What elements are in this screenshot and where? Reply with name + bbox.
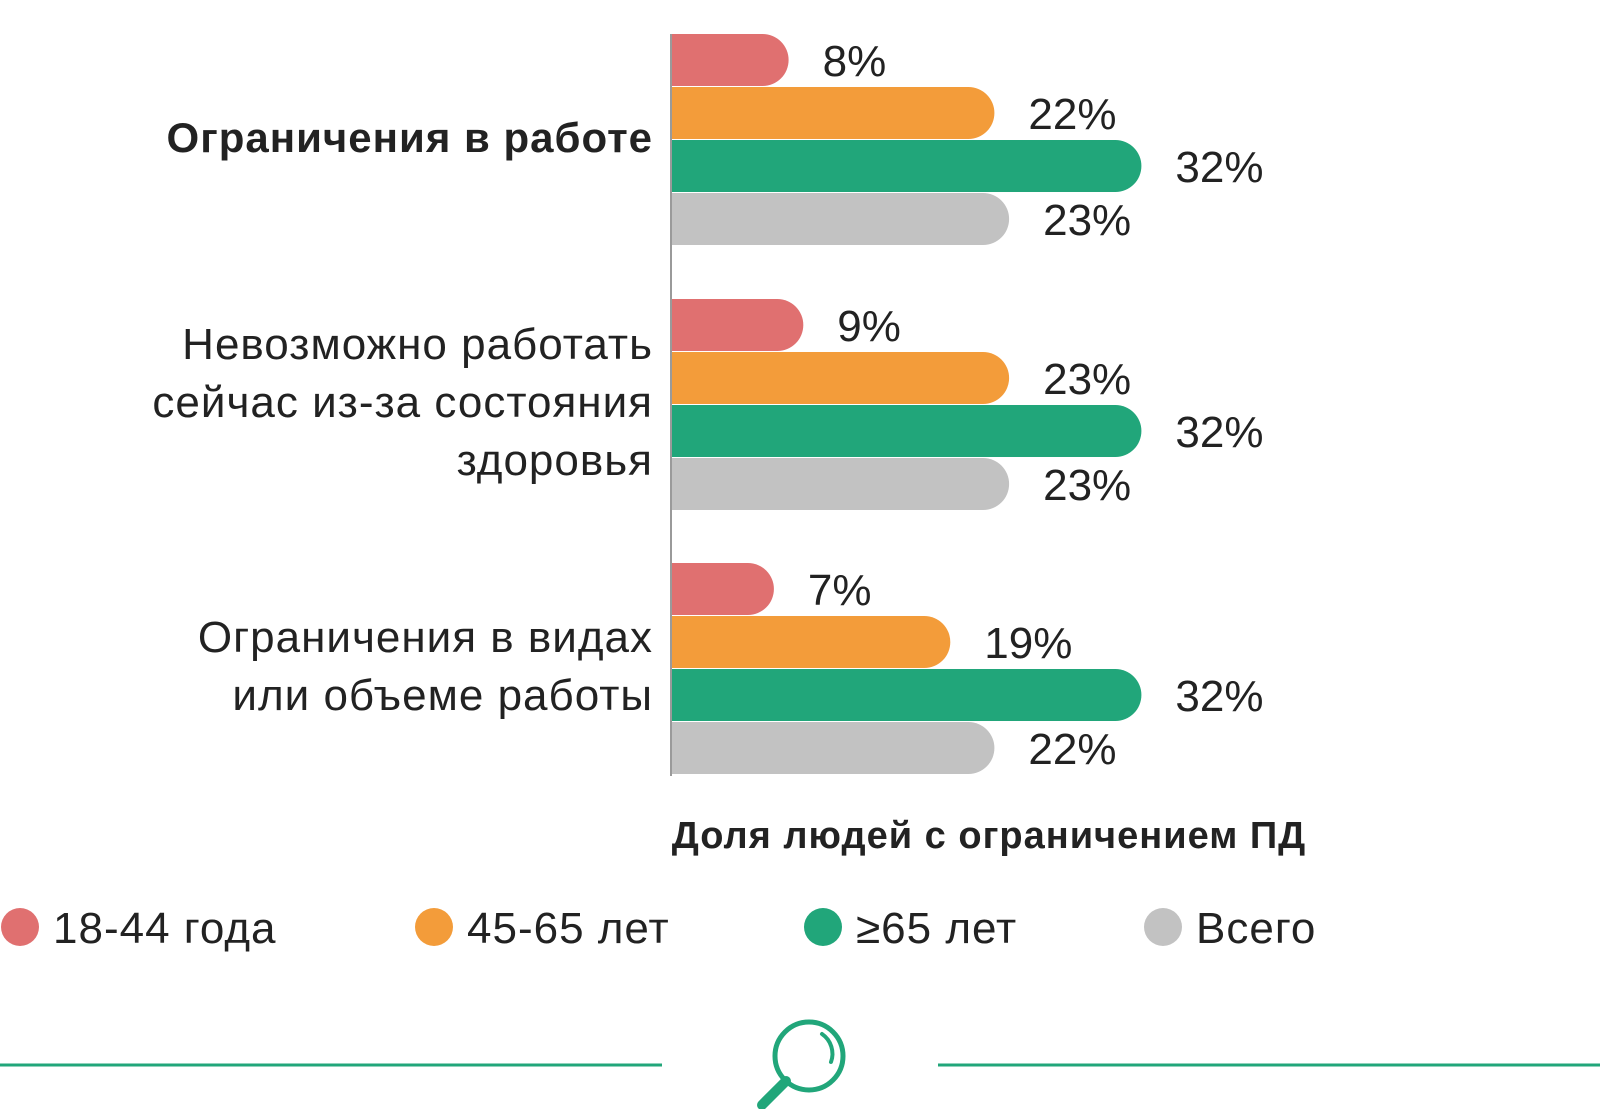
bar-0-3 <box>671 193 1010 245</box>
value-label-2-3: 22% <box>1028 725 1116 774</box>
category-labels: Ограничения в работе Невозможно работать с… <box>152 114 653 720</box>
bar-1-3 <box>671 458 1010 510</box>
value-label-1-3: 23% <box>1043 461 1131 510</box>
bar-0-2 <box>671 140 1142 192</box>
value-label-1-0: 9% <box>837 302 901 351</box>
value-label-0-2: 32% <box>1175 143 1263 192</box>
value-label-2-1: 19% <box>984 619 1072 668</box>
bar-1-0 <box>671 299 804 351</box>
legend-marker-2 <box>804 908 842 946</box>
value-label-1-2: 32% <box>1175 408 1263 457</box>
bar-1-1 <box>671 352 1010 404</box>
bar-2-3 <box>671 722 995 774</box>
bar-2-0 <box>671 563 774 615</box>
value-label-0-0: 8% <box>823 37 887 86</box>
category-label-2: Ограничения в видах или объеме работы <box>198 613 653 720</box>
legend-marker-3 <box>1144 908 1182 946</box>
legend-label-1: 45-65 лет <box>467 904 670 953</box>
value-label-0-1: 22% <box>1028 90 1116 139</box>
value-label-2-2: 32% <box>1175 672 1263 721</box>
bar-0-1 <box>671 87 995 139</box>
bar-0-0 <box>671 34 789 86</box>
bar-2-2 <box>671 669 1142 721</box>
legend-marker-1 <box>415 908 453 946</box>
value-label-2-0: 7% <box>808 566 872 615</box>
magnifier-icon <box>757 1019 846 1109</box>
legend: 18-44 года 45-65 лет ≥65 лет Всего <box>1 904 1316 953</box>
legend-label-3: Всего <box>1196 904 1316 953</box>
bar-2-1 <box>671 616 951 668</box>
legend-marker-0 <box>1 908 39 946</box>
category-label-1: Невозможно работать сейчас из-за состояни… <box>152 320 653 485</box>
footer-decoration <box>0 1019 1600 1109</box>
legend-label-0: 18-44 года <box>53 904 277 953</box>
bars <box>671 34 1142 774</box>
value-labels: 8% 22% 32% 23% 9% 23% 32% 23% 7% 19% 32% 22% <box>808 37 1264 774</box>
category-label-0: Ограничения в работе <box>167 114 653 161</box>
x-axis-title: Доля людей с ограничением ПД <box>672 815 1307 857</box>
value-label-1-1: 23% <box>1043 355 1131 404</box>
value-label-0-3: 23% <box>1043 196 1131 245</box>
legend-label-2: ≥65 лет <box>856 904 1017 953</box>
bar-1-2 <box>671 405 1142 457</box>
